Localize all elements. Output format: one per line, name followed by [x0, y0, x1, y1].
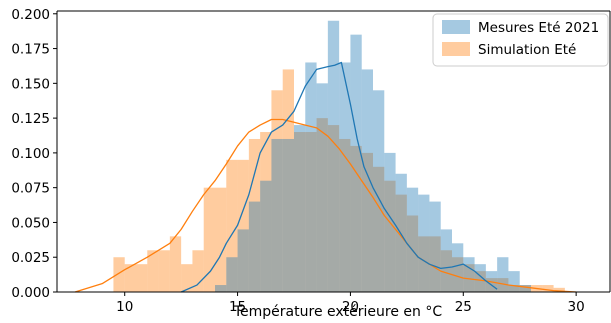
histogram-bar-mesures [226, 257, 238, 292]
histogram-bar-mesures [350, 34, 362, 293]
histogram-bar-simulation [440, 250, 452, 292]
histogram-bar-simulation [237, 159, 249, 292]
histogram-bar-simulation [260, 132, 272, 292]
histogram-bar-mesures [294, 125, 306, 292]
y-tick-label: 0.100 [11, 146, 50, 162]
histogram-bar-simulation [113, 257, 125, 292]
histogram-bar-simulation [169, 236, 182, 292]
histogram-bar-simulation [508, 285, 520, 292]
x-ticks: 10 15 20 25 30 [116, 292, 585, 315]
histogram-bar-mesures [418, 194, 430, 292]
legend-swatch-simulation [442, 42, 470, 56]
x-axis-title: Température extérieure en °C [233, 304, 442, 320]
histogram-bar-mesures [519, 285, 531, 292]
legend-frame [432, 13, 609, 67]
histogram-bar-simulation [271, 90, 283, 292]
histogram-bar-mesures [440, 229, 452, 292]
histogram-bar-mesures [429, 201, 441, 292]
legend-swatch-mesures [442, 20, 470, 34]
kde-curves [74, 61, 577, 293]
histogram-bar-simulation [418, 236, 430, 292]
histogram-bar-simulation [181, 264, 193, 292]
histogram-bar-mesures [508, 271, 520, 292]
histogram-bar-simulation [215, 187, 227, 292]
histogram-bar-simulation [305, 132, 317, 292]
histogram-bar-mesures [361, 69, 373, 292]
y-tick-label: 0.000 [11, 285, 50, 301]
y-ticks: 0.000 0.025 0.050 0.075 0.100 0.125 0.150 0.175… [11, 7, 57, 301]
histogram-bar-simulation [452, 257, 464, 292]
y-tick-label: 0.175 [11, 42, 50, 58]
histogram-bar-simulation [474, 271, 486, 292]
histogram-bar-simulation [542, 285, 554, 292]
histogram-bar-simulation [248, 138, 261, 292]
legend: Mesures Eté 2021 Simulation Eté [432, 13, 609, 67]
histogram-bar-mesures [305, 62, 317, 292]
histogram-bar-simulation [192, 250, 204, 292]
histogram-bar-simulation [282, 69, 294, 292]
histogram-bar-simulation [373, 166, 385, 292]
histogram-bar-simulation [361, 152, 373, 292]
kde-curve-mesures [180, 61, 498, 293]
histogram-bar-mesures [248, 201, 261, 292]
histogram-bar-simulation [136, 264, 148, 292]
histogram-bar-simulation [497, 278, 509, 292]
histogram-bar-mesures [260, 180, 272, 292]
y-tick-label: 0.150 [11, 76, 50, 92]
histogram-bar-mesures [395, 173, 407, 292]
y-tick-label: 0.025 [11, 250, 50, 266]
histogram-bar-mesures [339, 62, 351, 292]
histogram-bar-mesures [373, 90, 385, 292]
y-tick-label: 0.200 [11, 7, 50, 23]
histogram-bar-simulation [519, 285, 531, 292]
histogram-bar-mesures [271, 138, 283, 292]
histogram-bar-simulation [124, 264, 136, 292]
kde-curve-simulation [74, 118, 577, 293]
x-tick-label: 10 [116, 299, 133, 315]
y-tick-label: 0.075 [11, 181, 50, 197]
histogram-bar-mesures [452, 243, 464, 292]
histogram-bar-simulation [406, 215, 419, 292]
x-tick-label: 20 [342, 299, 359, 315]
histogram-bar-simulation [316, 118, 328, 292]
histogram-bar-mesures [497, 257, 509, 292]
y-tick-label: 0.050 [11, 215, 50, 231]
histogram-bar-simulation [339, 138, 351, 292]
legend-label-mesures: Mesures Eté 2021 [478, 20, 599, 36]
histogram-bar-mesures [316, 83, 328, 292]
histogram-bar-simulation [327, 125, 340, 292]
histogram-bar-simulation [226, 159, 238, 292]
histogram-bar-simulation [350, 145, 362, 292]
axes [56, 10, 611, 293]
histogram-bar-mesures [474, 264, 486, 292]
histogram-bar-mesures [282, 138, 294, 292]
x-tick-label: 15 [229, 299, 246, 315]
histogram-bar-mesures [406, 187, 419, 292]
y-tick-label: 0.125 [11, 111, 50, 127]
histogram-bar-simulation [203, 187, 215, 292]
histogram-bar-simulation [147, 250, 159, 292]
histogram-bar-simulation [158, 250, 170, 292]
legend-label-simulation: Simulation Eté [478, 42, 576, 58]
histogram-bar-mesures [327, 20, 340, 293]
histogram-bar-mesures [463, 257, 475, 292]
histogram-bar-mesures [215, 285, 227, 292]
histogram-bar-simulation [429, 236, 441, 292]
x-tick-label: 25 [455, 299, 472, 315]
histogram-bar-simulation [553, 287, 565, 292]
histogram-bar-simulation [395, 194, 407, 292]
histogram-bar-simulation [384, 180, 396, 292]
histogram-bar-simulation [294, 132, 306, 292]
histogram-bar-simulation [463, 264, 475, 292]
histogram-bar-mesures [237, 229, 249, 292]
x-tick-label: 30 [568, 299, 585, 315]
